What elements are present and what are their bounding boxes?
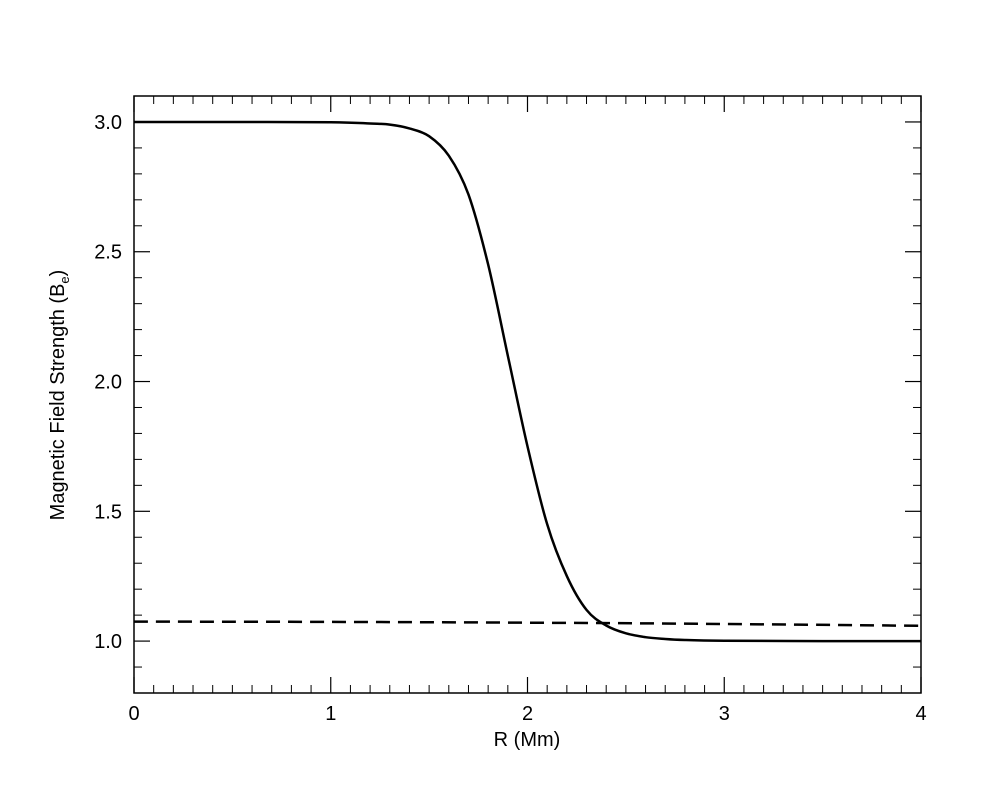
series-dashed-line <box>133 620 922 628</box>
x-tick-label: 0 <box>128 703 139 725</box>
x-tick-label: 1 <box>325 703 336 725</box>
x-tick-label: 3 <box>719 703 730 725</box>
ticks-layer: 0 1 2 3 4 1.0 1.5 2.0 2.5 3.0 <box>94 95 927 725</box>
x-axis-label: R (Mm) <box>494 729 561 751</box>
series-solid-line <box>133 120 921 643</box>
y-tick-label: 1.0 <box>94 631 122 653</box>
x-tick-label: 4 <box>915 703 926 725</box>
y-tick-label: 2.5 <box>94 242 122 264</box>
y-tick-label: 3.0 <box>94 112 122 134</box>
y-axis-label: Magnetic Field Strength (Be) <box>47 270 72 521</box>
y-tick-label: 2.0 <box>94 372 122 394</box>
y-tick-label: 1.5 <box>94 501 122 523</box>
plot-frame <box>133 95 922 694</box>
x-tick-label: 2 <box>522 703 533 725</box>
series-layer <box>133 120 922 643</box>
